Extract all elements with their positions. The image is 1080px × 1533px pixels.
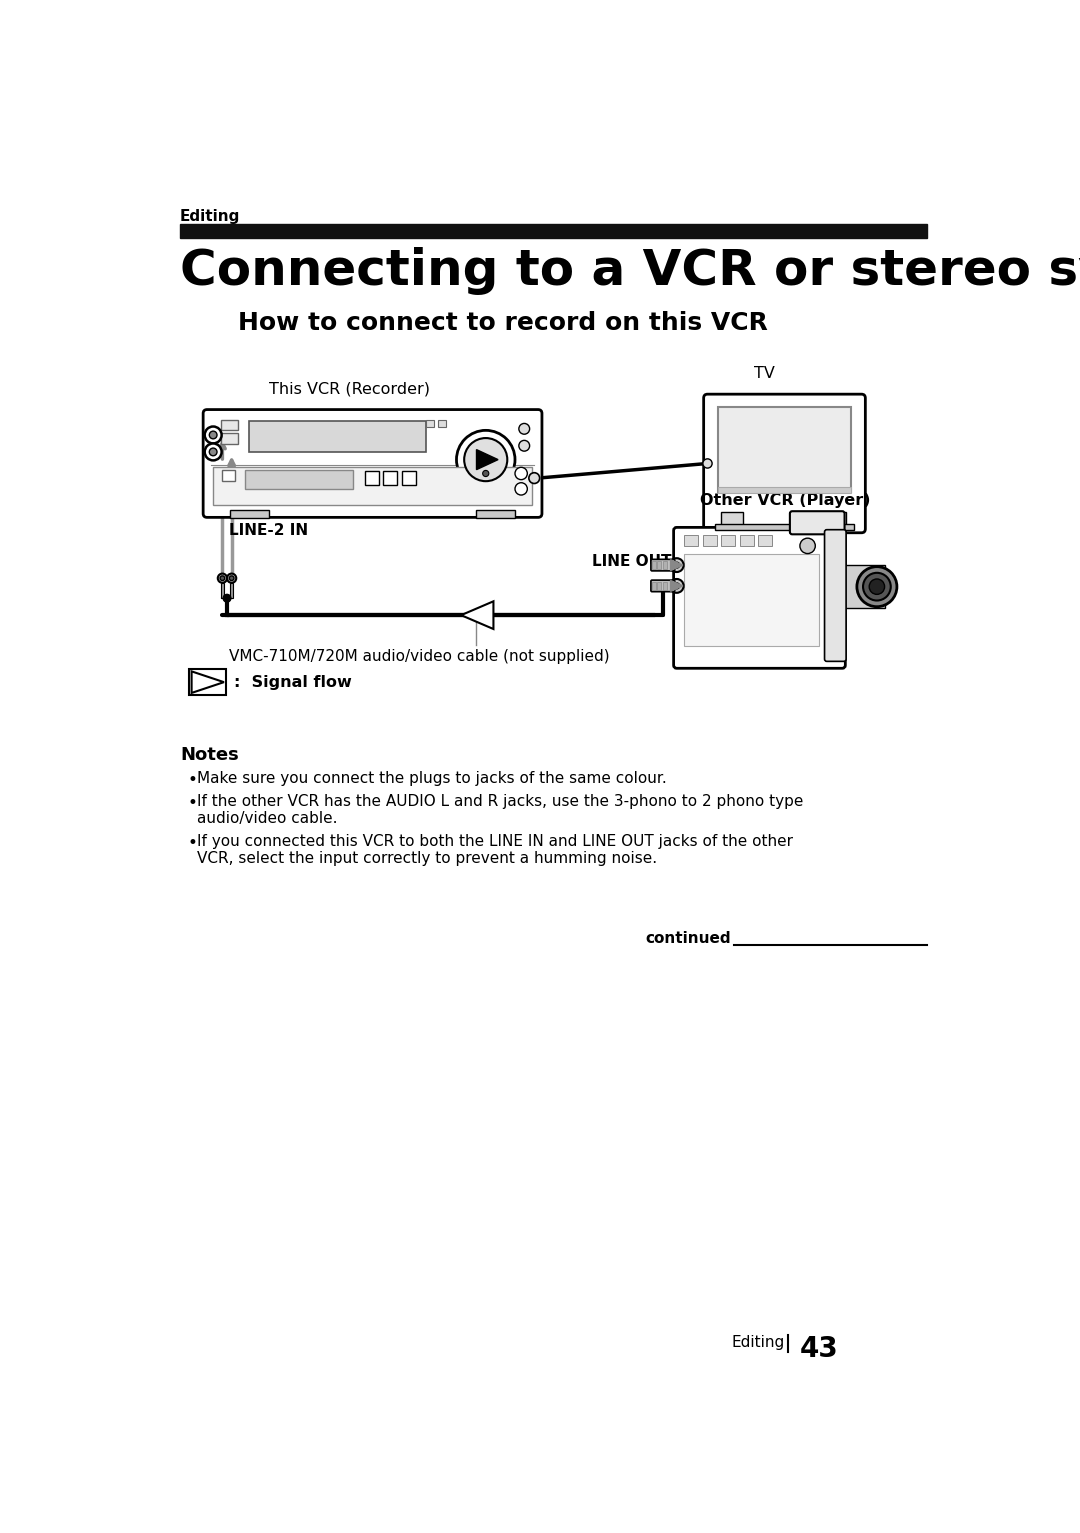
Bar	[222, 471, 234, 481]
FancyBboxPatch shape	[704, 394, 865, 533]
Circle shape	[457, 431, 515, 489]
Circle shape	[518, 423, 529, 434]
Text: How to connect to record on this VCR: How to connect to record on this VCR	[238, 311, 768, 336]
Bar	[758, 535, 772, 546]
Text: 43: 43	[800, 1335, 839, 1363]
Circle shape	[515, 468, 527, 480]
Bar	[740, 535, 754, 546]
Text: LINE-2 IN: LINE-2 IN	[229, 523, 308, 538]
Bar	[383, 471, 397, 484]
Text: Make sure you connect the plugs to jacks of the same colour.: Make sure you connect the plugs to jacks…	[197, 771, 666, 786]
FancyBboxPatch shape	[789, 510, 845, 535]
Bar	[685, 535, 699, 546]
Text: continued: continued	[645, 931, 730, 946]
Text: If the other VCR has the AUDIO L and R jacks, use the 3-phono to 2 phono type: If the other VCR has the AUDIO L and R j…	[197, 794, 804, 809]
Text: If you connected this VCR to both the LINE IN and LINE OUT jacks of the other: If you connected this VCR to both the LI…	[197, 834, 793, 849]
FancyBboxPatch shape	[203, 409, 542, 517]
Circle shape	[224, 595, 231, 602]
Bar	[663, 583, 666, 590]
Bar	[365, 471, 379, 484]
Bar	[663, 561, 666, 569]
Polygon shape	[461, 601, 494, 629]
Text: •: •	[188, 771, 198, 788]
Bar	[824, 512, 846, 527]
Bar	[715, 524, 854, 530]
Circle shape	[220, 576, 225, 581]
Bar	[220, 434, 238, 445]
Text: LINE OUT: LINE OUT	[592, 553, 672, 569]
Circle shape	[205, 426, 221, 443]
Circle shape	[210, 448, 217, 455]
Text: :  Signal flow: : Signal flow	[234, 675, 352, 690]
FancyBboxPatch shape	[651, 579, 675, 592]
Polygon shape	[476, 449, 498, 469]
FancyBboxPatch shape	[654, 581, 673, 590]
Text: •: •	[188, 794, 198, 812]
Bar	[838, 566, 885, 609]
Bar	[220, 583, 224, 598]
Bar	[230, 583, 233, 598]
Bar	[427, 420, 434, 428]
Circle shape	[869, 579, 885, 595]
Bar	[230, 510, 269, 518]
Circle shape	[670, 579, 684, 593]
Text: audio/video cable.: audio/video cable.	[197, 811, 337, 826]
Text: Other VCR (Player): Other VCR (Player)	[700, 494, 870, 509]
Circle shape	[218, 573, 227, 583]
Bar	[476, 510, 515, 518]
Bar	[718, 486, 851, 492]
Bar	[652, 583, 656, 590]
Polygon shape	[671, 581, 683, 592]
Bar	[658, 583, 661, 590]
Circle shape	[674, 563, 679, 569]
Text: VCR, select the input correctly to prevent a humming noise.: VCR, select the input correctly to preve…	[197, 851, 657, 866]
Text: This VCR (Recorder): This VCR (Recorder)	[269, 382, 430, 396]
Text: TV: TV	[754, 366, 774, 380]
Circle shape	[210, 431, 217, 438]
Circle shape	[227, 573, 237, 583]
Bar	[180, 224, 927, 238]
Polygon shape	[191, 671, 224, 693]
Circle shape	[529, 472, 540, 483]
Bar	[213, 468, 532, 504]
Circle shape	[863, 573, 891, 601]
Text: VMC-710M/720M audio/video cable (not supplied): VMC-710M/720M audio/video cable (not sup…	[229, 648, 609, 664]
Polygon shape	[671, 560, 683, 570]
Bar	[438, 420, 446, 428]
Text: Connecting to a VCR or stereo system: Connecting to a VCR or stereo system	[180, 247, 1080, 294]
Text: Notes: Notes	[180, 747, 239, 763]
Circle shape	[464, 438, 508, 481]
Bar	[685, 553, 819, 645]
Circle shape	[800, 538, 815, 553]
FancyBboxPatch shape	[654, 561, 673, 570]
Circle shape	[703, 458, 712, 468]
Circle shape	[670, 558, 684, 572]
Bar	[249, 422, 427, 452]
Bar	[658, 561, 661, 569]
Bar	[721, 512, 743, 527]
Circle shape	[515, 483, 527, 495]
Bar	[718, 408, 851, 492]
Text: •: •	[188, 834, 198, 852]
FancyBboxPatch shape	[824, 530, 846, 661]
Text: Editing: Editing	[731, 1335, 784, 1351]
Text: Editing: Editing	[180, 208, 241, 224]
FancyBboxPatch shape	[674, 527, 846, 668]
Circle shape	[674, 583, 679, 589]
Circle shape	[518, 440, 529, 451]
Circle shape	[856, 567, 896, 607]
Circle shape	[205, 443, 221, 460]
Bar	[220, 420, 238, 431]
Circle shape	[229, 576, 234, 581]
Bar	[721, 535, 735, 546]
Bar	[245, 471, 353, 489]
Circle shape	[483, 471, 489, 477]
FancyBboxPatch shape	[651, 560, 675, 570]
Bar	[402, 471, 416, 484]
Bar	[652, 561, 656, 569]
Bar	[703, 535, 717, 546]
